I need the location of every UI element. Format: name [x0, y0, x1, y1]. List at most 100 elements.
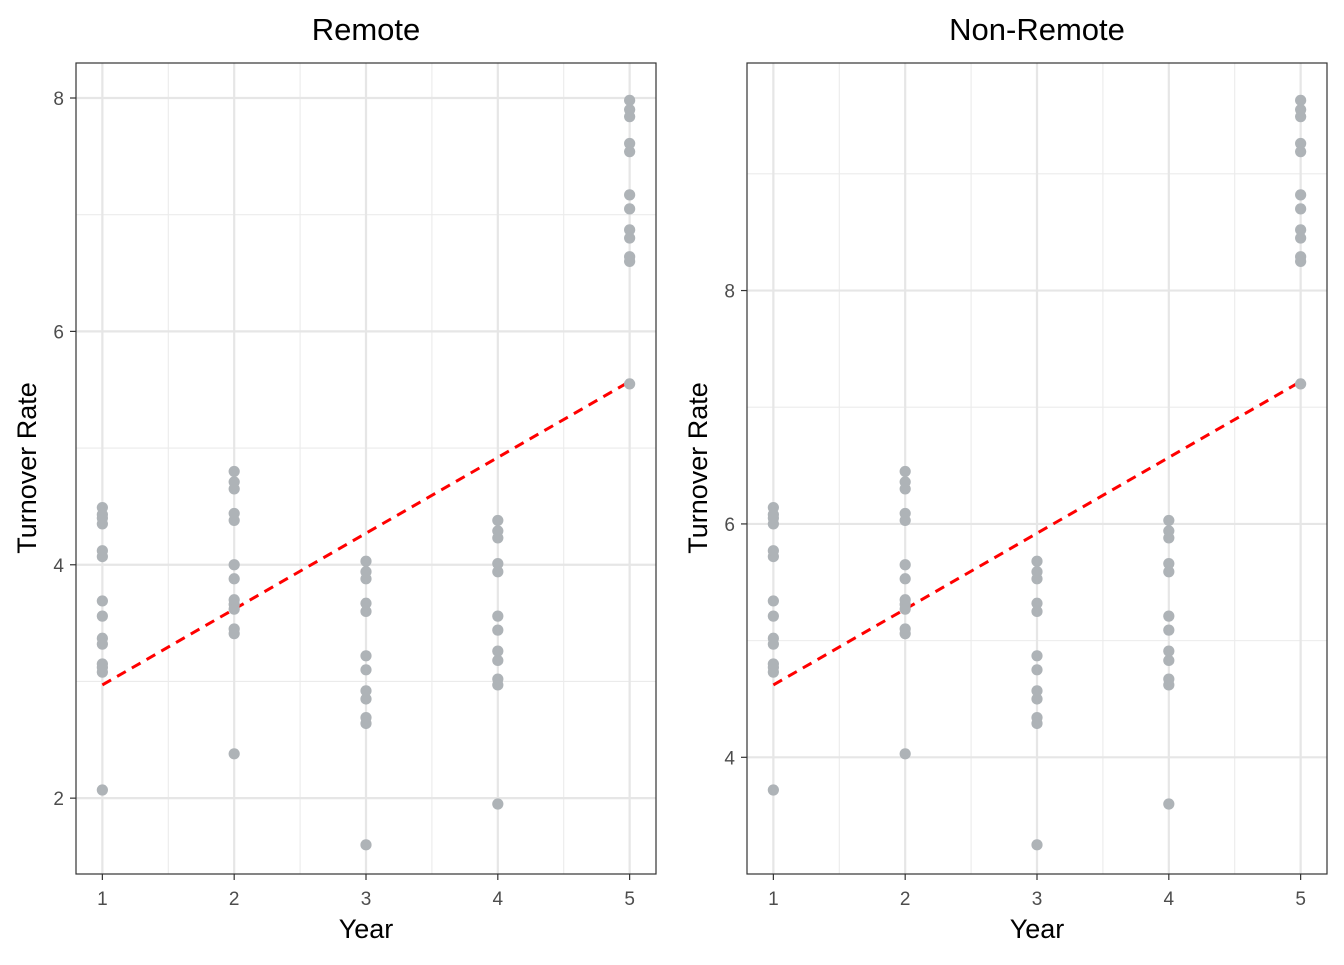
axis-ticks: 1 2 3 4 5 2 4 6 8 [53, 89, 635, 910]
data-point [228, 748, 240, 760]
data-point [624, 232, 636, 244]
data-point [1163, 645, 1175, 657]
data-point [360, 555, 372, 567]
data-point [1031, 650, 1043, 662]
data-point [1031, 555, 1043, 567]
y-tick-label: 4 [724, 748, 735, 769]
data-point [96, 595, 108, 607]
data-point [767, 501, 779, 514]
data-point [624, 146, 636, 158]
data-point [228, 465, 240, 478]
data-point [1295, 146, 1307, 158]
panel-title: Remote [312, 12, 421, 47]
y-tick-label: 2 [53, 789, 64, 810]
data-point [624, 104, 636, 116]
data-point [360, 685, 372, 697]
data-point [360, 597, 372, 609]
data-point [492, 525, 504, 537]
data-point [360, 605, 372, 618]
data-point [360, 650, 372, 662]
data-point [899, 623, 911, 635]
data-point [1295, 203, 1307, 215]
data-point [96, 545, 108, 557]
data-point [1163, 558, 1175, 570]
data-point [1295, 189, 1307, 201]
data-point [1031, 685, 1043, 697]
data-point [1163, 610, 1175, 622]
data-point [492, 514, 504, 527]
data-point [492, 566, 504, 578]
data-point [360, 839, 372, 851]
data-point [492, 558, 504, 570]
data-point [624, 224, 636, 236]
data-point [1163, 514, 1175, 527]
data-point [767, 632, 779, 644]
data-point [899, 559, 911, 571]
x-tick-label: 3 [361, 889, 372, 910]
data-point [767, 658, 779, 670]
data-point [899, 476, 911, 488]
data-point [228, 573, 240, 585]
y-tick-label: 6 [724, 515, 735, 536]
data-point [1031, 664, 1043, 676]
data-point [1031, 693, 1043, 705]
data-point [1295, 251, 1307, 263]
x-tick-label: 5 [624, 889, 635, 910]
x-tick-label: 4 [1164, 889, 1175, 910]
data-point [492, 798, 504, 810]
x-axis-title: Year [339, 914, 394, 944]
data-point [228, 623, 240, 635]
y-tick-label: 6 [53, 322, 64, 343]
data-point [96, 784, 108, 796]
data-point [228, 594, 240, 606]
data-point [899, 748, 911, 760]
data-point [1163, 566, 1175, 578]
data-point [360, 712, 372, 724]
data-point [1031, 712, 1043, 724]
data-point [1163, 525, 1175, 537]
panel-title: Non-Remote [949, 12, 1125, 47]
grid-lines [76, 63, 656, 874]
x-axis-title: Year [1010, 914, 1065, 944]
data-point [492, 673, 504, 685]
data-point [228, 476, 240, 488]
y-axis-title: Turnover Rate [683, 382, 713, 554]
data-point [1163, 798, 1175, 810]
data-point [1295, 232, 1307, 244]
axis-ticks: 1 2 3 4 5 4 6 8 [724, 282, 1306, 910]
data-point [1295, 104, 1307, 116]
grid-lines [747, 63, 1327, 874]
data-point [767, 610, 779, 622]
data-point [360, 566, 372, 578]
data-point [492, 610, 504, 622]
x-tick-label: 3 [1032, 889, 1043, 910]
y-tick-label: 8 [724, 282, 735, 303]
x-tick-label: 2 [229, 889, 240, 910]
data-point [899, 507, 911, 520]
data-point [899, 594, 911, 606]
data-point [1031, 605, 1043, 618]
data-point [96, 658, 108, 670]
data-point [96, 610, 108, 622]
x-tick-label: 1 [97, 889, 108, 910]
data-point [1295, 378, 1307, 390]
y-tick-label: 4 [53, 556, 64, 577]
x-tick-label: 2 [900, 889, 911, 910]
panel-remote: Remote 1 2 3 4 5 2 4 6 8 Year Turnover Rate [12, 12, 657, 944]
data-point [96, 501, 108, 514]
data-point [624, 251, 636, 263]
data-point [767, 784, 779, 796]
data-point [228, 559, 240, 571]
data-point [899, 465, 911, 478]
data-point [624, 94, 636, 106]
data-point [228, 507, 240, 520]
data-point [1163, 624, 1175, 636]
data-point [1295, 94, 1307, 106]
data-point [360, 664, 372, 676]
data-point [624, 203, 636, 215]
x-tick-label: 5 [1295, 889, 1306, 910]
data-point [1295, 224, 1307, 236]
data-point [624, 378, 636, 390]
